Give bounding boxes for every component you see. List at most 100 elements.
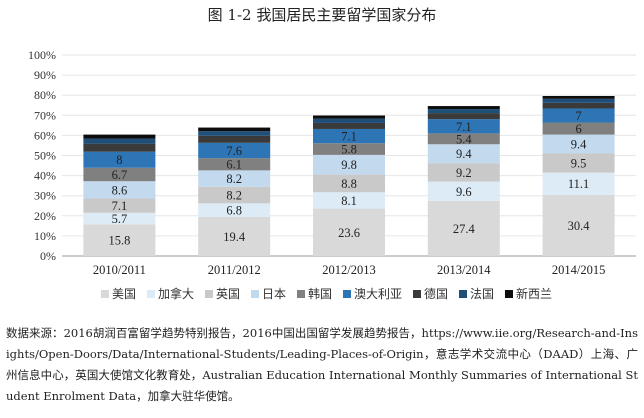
bar-segment (83, 151, 156, 168)
legend-label: 新西兰 (516, 286, 552, 301)
bar-segment (83, 198, 156, 213)
bar-segment (542, 153, 615, 173)
bar-segment (313, 192, 385, 209)
bar-segment (427, 181, 500, 201)
data-label: 7.6 (226, 144, 242, 158)
bar-segment (542, 102, 615, 109)
legend-swatch (251, 290, 259, 298)
bar-segment (542, 98, 615, 103)
y-tick-label: 100% (28, 48, 56, 62)
bar-segment (313, 118, 385, 123)
data-label: 8.8 (341, 177, 357, 191)
legend-label: 韩国 (308, 286, 332, 301)
data-source-note: 数据来源：2016胡润百富留学趋势特别报告，2016中国出国留学发展趋势报告，h… (6, 326, 638, 403)
data-label: 19.4 (223, 230, 246, 244)
bar-segment (427, 113, 500, 120)
y-tick-label: 10% (34, 229, 56, 243)
data-label: 5.8 (341, 143, 357, 157)
bar-segment (427, 163, 500, 182)
bar-segment (198, 203, 271, 218)
x-tick-label: 2012/2013 (322, 263, 375, 277)
data-label: 11.1 (568, 177, 589, 191)
bar-segment (198, 158, 271, 171)
data-label: 7 (575, 109, 581, 123)
bar-segment (198, 135, 271, 143)
data-label: 6.7 (112, 168, 128, 182)
data-label: 30.4 (568, 219, 591, 233)
bar-segment (427, 109, 500, 114)
data-label: 9.4 (456, 147, 472, 161)
data-label: 23.6 (338, 226, 360, 240)
data-label: 7.1 (112, 199, 128, 213)
y-tick-label: 50% (34, 149, 56, 163)
legend-swatch (343, 290, 351, 298)
bar-segment (198, 127, 271, 132)
bar-segment (427, 119, 500, 134)
bar-segment (198, 170, 271, 187)
data-label: 9.6 (456, 185, 472, 199)
bar-segment (83, 134, 156, 139)
bar-segment (198, 186, 271, 204)
legend-label: 澳大利亚 (354, 287, 402, 301)
bar-segment (313, 128, 385, 144)
bar-segment (313, 154, 385, 175)
data-label: 9.8 (341, 158, 357, 172)
bar-segment (542, 194, 615, 256)
data-label: 15.8 (108, 234, 130, 248)
bar-segment (313, 115, 385, 119)
bar-segment (427, 200, 500, 256)
legend-label: 日本 (262, 287, 286, 301)
bar-segment (83, 143, 156, 152)
bar-segment (427, 133, 500, 145)
bar-segment (542, 108, 615, 123)
x-tick-label: 2010/2011 (93, 263, 146, 277)
chart-title: 图 1-2 我国居民主要留学国家分布 (207, 6, 437, 24)
x-tick-label: 2013/2014 (437, 263, 491, 277)
data-label: 5.4 (456, 132, 472, 146)
data-label: 6 (575, 122, 581, 136)
data-label: 8.2 (226, 172, 242, 186)
bar-segment (542, 122, 615, 135)
legend-label: 法国 (470, 287, 494, 301)
legend-swatch (459, 290, 467, 298)
y-tick-label: 30% (34, 189, 56, 203)
legend-swatch (505, 290, 513, 298)
data-label: 6.8 (226, 204, 242, 218)
legend-label: 加拿大 (158, 286, 194, 301)
data-label: 8.2 (226, 189, 242, 203)
legend-swatch (101, 290, 109, 298)
bar-segment (198, 217, 271, 256)
data-label: 8.6 (112, 183, 128, 197)
y-tick-label: 40% (34, 169, 56, 183)
data-label: 7.1 (456, 120, 472, 134)
bar-segment (83, 167, 156, 182)
stacked-bar-chart: 0% 10% 20% 30% 40% 50% 60% 70% 80% 90% 100% 15.8 5.7… (28, 48, 636, 301)
legend-label: 德国 (424, 286, 448, 301)
data-label: 9.4 (571, 138, 587, 152)
data-label: 7.1 (341, 130, 357, 144)
legend-swatch (297, 290, 305, 298)
data-label: 8 (116, 153, 122, 167)
x-tick-label: 2014/2015 (552, 263, 605, 277)
data-label: 27.4 (453, 222, 476, 236)
bar-segment (83, 138, 156, 144)
bar-segment (542, 172, 615, 195)
bar-segment (198, 131, 271, 136)
legend-label: 英国 (216, 287, 240, 301)
data-label: 9.5 (571, 157, 587, 171)
bar-segment (83, 212, 156, 225)
data-label: 9.2 (456, 166, 472, 180)
y-tick-label: 70% (34, 108, 56, 122)
data-label: 8.1 (341, 194, 357, 208)
legend-swatch (147, 290, 155, 298)
bar-segment (427, 106, 500, 110)
data-label: 5.7 (112, 212, 128, 226)
bar-segment (313, 208, 385, 256)
bar-segment (198, 142, 271, 159)
y-tick-label: 20% (34, 209, 56, 223)
bar-segment (83, 224, 156, 256)
bar-segment (427, 144, 500, 164)
bar-segment (313, 143, 385, 155)
bar-segment (542, 96, 615, 99)
y-tick-label: 80% (34, 88, 56, 102)
